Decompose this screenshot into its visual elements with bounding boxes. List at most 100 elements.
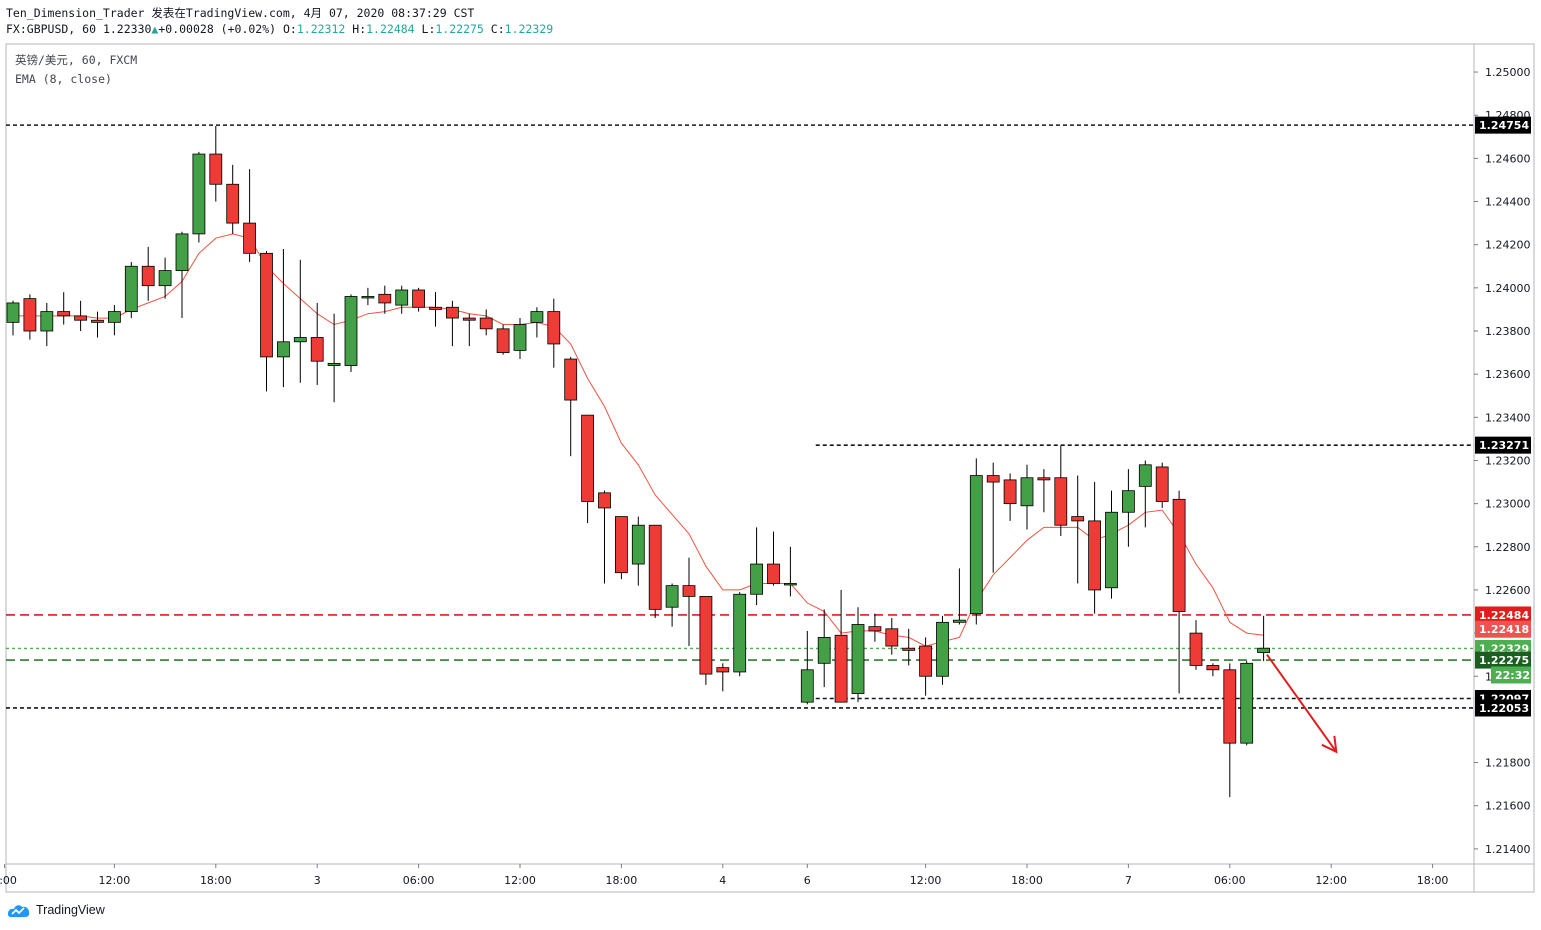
x-tick-label: 12:00 <box>99 874 131 887</box>
candle-body <box>6 302 20 323</box>
open-value: 1.22312 <box>296 22 346 36</box>
open-label: O: <box>283 22 297 36</box>
candle-body <box>581 414 594 502</box>
candle <box>615 516 628 580</box>
candle <box>648 524 662 618</box>
candle <box>767 531 780 586</box>
candle-body <box>1122 490 1135 513</box>
ohlc-bar: FX:GBPUSD, 60 1.22330▲+0.00028 (+0.02%) … <box>6 21 553 37</box>
candle <box>108 305 121 336</box>
x-tick-label: 6 <box>804 874 811 887</box>
candle-body <box>445 306 459 319</box>
y-tick-label: 1.21600 <box>1485 800 1531 813</box>
price-label-text: 1.22053 <box>1479 702 1529 715</box>
candle <box>868 613 882 642</box>
candle <box>716 663 730 692</box>
candle-body <box>344 296 358 366</box>
price-label-badge <box>1491 666 1531 684</box>
x-tick-label: 3 <box>314 874 321 887</box>
low-value: 1.22275 <box>435 22 484 36</box>
close-label: C: <box>490 22 505 36</box>
price-label-badge <box>1475 606 1531 624</box>
candle <box>91 311 104 338</box>
x-tick-label: 12:00 <box>910 874 942 887</box>
candle-body <box>1088 520 1101 591</box>
candle <box>902 628 916 666</box>
candle-body <box>851 624 865 694</box>
candle-body <box>800 669 814 703</box>
candle-body <box>74 315 87 321</box>
candle-body <box>293 337 307 343</box>
candle <box>1155 462 1169 508</box>
candle <box>260 251 273 392</box>
candle <box>969 458 983 625</box>
footer: TradingView <box>6 902 105 918</box>
brand-name[interactable]: TradingView <box>36 903 105 917</box>
candle-body <box>40 311 54 332</box>
last-price: 1.22330 <box>102 22 152 36</box>
candle-body <box>699 596 713 675</box>
candle <box>1105 490 1118 599</box>
candle <box>209 126 223 202</box>
candle <box>699 596 713 685</box>
candle <box>6 300 20 336</box>
price-label-badge <box>1475 436 1531 454</box>
publish-info: Ten_Dimension_Trader 发表在TradingView.com,… <box>6 6 475 20</box>
candle <box>1206 663 1220 677</box>
tradingview-logo-icon[interactable] <box>6 902 32 918</box>
price-label-text: 1.22484 <box>1479 609 1529 622</box>
candle <box>1122 469 1135 547</box>
candle-body <box>23 298 37 332</box>
candle-body <box>784 583 797 586</box>
candle <box>581 414 594 524</box>
candle <box>1054 445 1068 536</box>
candle-body <box>1257 647 1270 653</box>
candle <box>1088 482 1101 614</box>
candle <box>141 246 155 301</box>
price-label-badge <box>1475 116 1531 134</box>
candle-body <box>750 563 763 595</box>
candle-body <box>615 516 628 574</box>
candle-body <box>378 293 392 304</box>
candle <box>1037 469 1051 513</box>
candle-body <box>936 621 949 677</box>
chart-frame <box>5 43 1535 893</box>
legend-symbol: 英镑/美元, 60, FXCM <box>15 53 137 67</box>
price-label-badge <box>1475 699 1531 717</box>
candle-body <box>868 626 882 632</box>
y-tick-label: 1.24400 <box>1485 196 1531 209</box>
down-arrow-icon <box>1266 654 1338 753</box>
candle <box>513 318 527 360</box>
candle-body <box>885 628 899 647</box>
candle-body <box>175 233 189 271</box>
symbol-label[interactable]: FX:GBPUSD, 60 <box>6 22 97 36</box>
candle-body <box>648 524 662 610</box>
up-arrow-icon: ▲ <box>151 22 159 36</box>
y-tick-label: 1.22800 <box>1485 541 1531 554</box>
candle-body <box>124 265 138 312</box>
candle-body <box>1037 477 1051 481</box>
candle-body <box>733 593 747 673</box>
candle <box>226 164 240 234</box>
candle <box>40 302 54 347</box>
high-label: H: <box>352 22 367 36</box>
x-tick-label: 18:00 <box>1417 874 1449 887</box>
candle <box>1020 464 1034 530</box>
candle-body <box>276 341 290 358</box>
candle <box>800 630 814 705</box>
candle-body <box>1003 479 1017 505</box>
candle-body <box>767 563 780 584</box>
y-tick-label: 1.22600 <box>1485 584 1531 597</box>
candle <box>851 607 865 703</box>
candle-body <box>1172 498 1186 612</box>
candle <box>158 257 172 299</box>
candle <box>395 285 409 314</box>
candle <box>479 309 493 336</box>
candle-body <box>141 265 155 287</box>
candle-body <box>716 667 730 673</box>
candle <box>919 637 932 696</box>
candle <box>1003 473 1017 521</box>
x-tick-label: 4 <box>719 874 726 887</box>
x-tick-label: 12:00 <box>1315 874 1347 887</box>
